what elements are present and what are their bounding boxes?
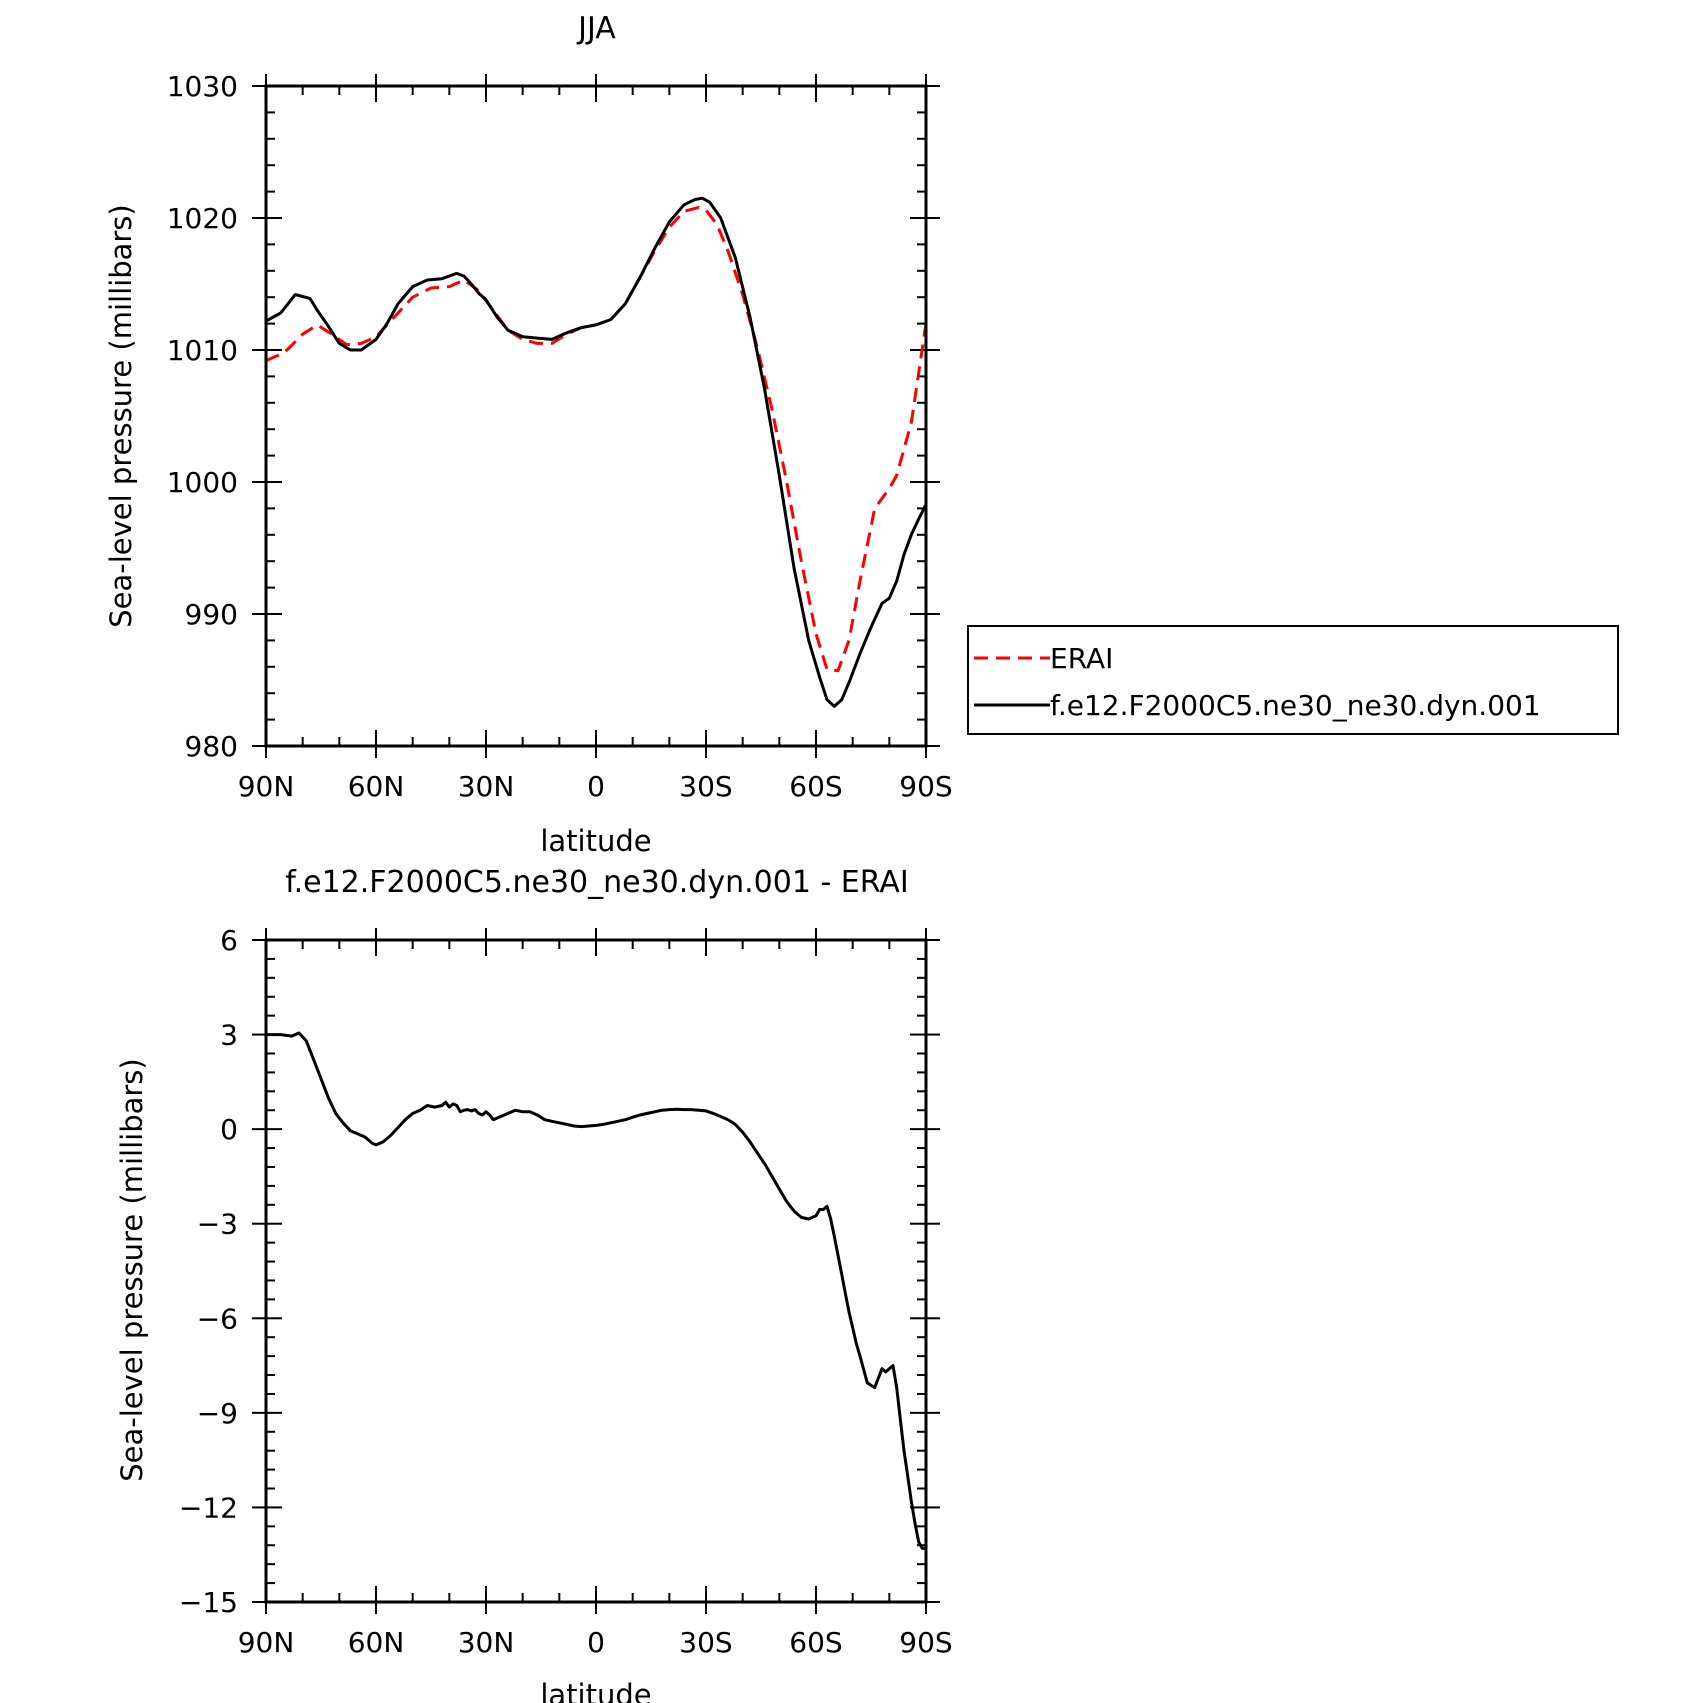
x-tick-label: 90N [238, 770, 295, 803]
chart-top: JJA 90N 60N 30N 0 30S 60S 90S 980 990 1000 1010 102… [104, 11, 1619, 858]
y-tick-label: 1030 [167, 70, 238, 103]
chart-bottom-ticks: 90N 60N 30N 0 30S 60S 90S −15 −12 −9 −6 −3 0 3 6 [179, 924, 953, 1659]
chart-top-series [265, 196, 928, 708]
chart-top-ticks: 90N 60N 30N 0 30S 60S 90S 980 990 1000 1010 1020 103… [167, 70, 953, 803]
chart-bottom-title: f.e12.F2000C5.ne30_ne30.dyn.001 - ERAI [285, 865, 909, 900]
legend-box [967, 625, 1619, 735]
legend-label-model: f.e12.F2000C5.ne30_ne30.dyn.001 [1050, 689, 1541, 722]
chart-bottom: f.e12.F2000C5.ne30_ne30.dyn.001 - ERAI 9… [115, 865, 953, 1703]
x-tick-label: 30N [458, 770, 515, 803]
x-tick-label: 90S [899, 770, 952, 803]
x-tick-label: 30N [458, 1626, 515, 1659]
x-tick-label: 60N [348, 770, 405, 803]
series-line-difference [266, 1031, 926, 1550]
x-tick-label: 60S [789, 770, 842, 803]
y-tick-label: 980 [185, 730, 238, 763]
series-line-f-e12-f2000c5-ne30-ne30-dyn-001 [265, 196, 928, 708]
legend: ERAI f.e12.F2000C5.ne30_ne30.dyn.001 [967, 625, 1619, 735]
x-tick-label: 60N [348, 1626, 405, 1659]
series-line-erai [265, 205, 928, 673]
y-tick-label: −6 [197, 1302, 238, 1335]
chart-bottom-xlabel: latitude [540, 1678, 651, 1703]
x-tick-label: 30S [679, 1626, 732, 1659]
chart-top-xlabel: latitude [540, 824, 651, 858]
chart-bottom-series [266, 1031, 926, 1550]
legend-label-erai: ERAI [1050, 642, 1113, 675]
x-tick-label: 90N [238, 1626, 295, 1659]
x-tick-label: 60S [789, 1626, 842, 1659]
chart-top-title: JJA [576, 11, 616, 46]
y-tick-label: 1010 [167, 334, 238, 367]
y-tick-label: 3 [220, 1019, 238, 1052]
chart-bottom-ylabel: Sea-level pressure (millibars) [115, 1058, 149, 1481]
y-tick-label: 990 [185, 598, 238, 631]
y-tick-label: −9 [197, 1397, 238, 1430]
x-tick-label: 90S [899, 1626, 952, 1659]
y-tick-label: 1020 [167, 202, 238, 235]
y-tick-label: 1000 [167, 466, 238, 499]
y-tick-label: 6 [220, 924, 238, 957]
chart-top-ylabel: Sea-level pressure (millibars) [104, 204, 138, 627]
x-tick-label: 0 [587, 770, 605, 803]
y-tick-label: −12 [179, 1491, 238, 1524]
x-tick-label: 0 [587, 1626, 605, 1659]
chart-top-plot-frame [264, 84, 928, 748]
x-tick-label: 30S [679, 770, 732, 803]
y-tick-label: −3 [197, 1208, 238, 1241]
y-tick-label: −15 [179, 1586, 238, 1619]
y-tick-label: 0 [220, 1113, 238, 1146]
chart-bottom-plot-frame [264, 938, 928, 1604]
